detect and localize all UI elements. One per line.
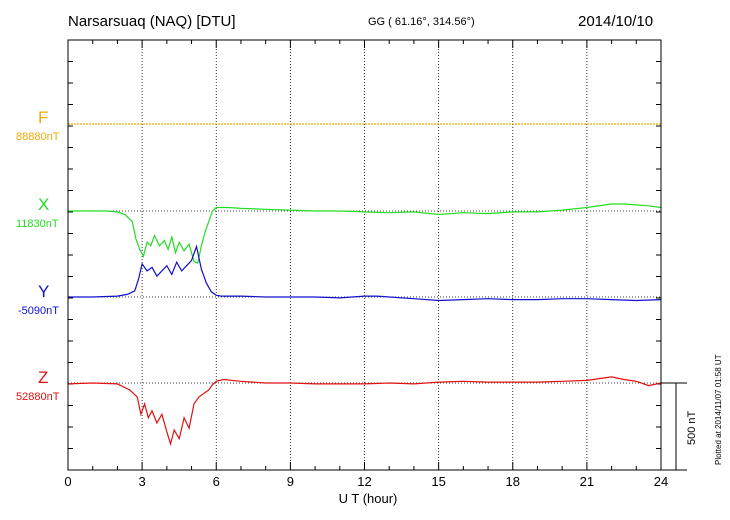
station-title: Narsarsuaq (NAQ) [DTU] [68,13,236,30]
series-line-z [67,376,662,447]
series-lines [67,123,662,447]
x-tick-label: 3 [139,474,146,489]
component-label-x: X [38,195,50,214]
baseline-label-z: 52880nT [16,391,60,403]
component-label-y: Y [38,282,50,301]
x-tick-label: 21 [580,474,594,489]
scale-bar-label: 500 nT [686,410,698,445]
date-label: 2014/10/10 [578,13,654,30]
scale-bar [661,382,687,471]
x-tick-label: 0 [64,474,71,489]
grid-lines [68,40,661,470]
geographic-coordinates: GG ( 61.16°, 314.56°) [368,16,475,28]
series-line-y [68,244,662,302]
x-tick-label: 18 [506,474,520,489]
baseline-label-f: 88880nT [16,131,60,143]
x-tick-label: 24 [654,474,668,489]
plotted-timestamp: Plotted at 2014/11/07 01:58 UT [714,354,723,465]
component-label-z: Z [38,368,49,387]
baseline-label-y: -5090nT [18,305,59,317]
x-tick-label: 15 [431,474,445,489]
baseline-label-x: 11830nT [16,218,59,230]
axis-ticks [67,39,662,471]
x-tick-labels: 0 3 6 9 12 15 18 21 24 [64,474,668,489]
x-tick-label: 9 [287,474,294,489]
x-tick-label: 6 [213,474,220,489]
series-line-x [68,203,662,265]
x-tick-label: 12 [357,474,371,489]
x-axis-label: U T (hour) [339,491,398,506]
component-label-f: F [38,108,49,127]
plot-frame [67,39,662,471]
